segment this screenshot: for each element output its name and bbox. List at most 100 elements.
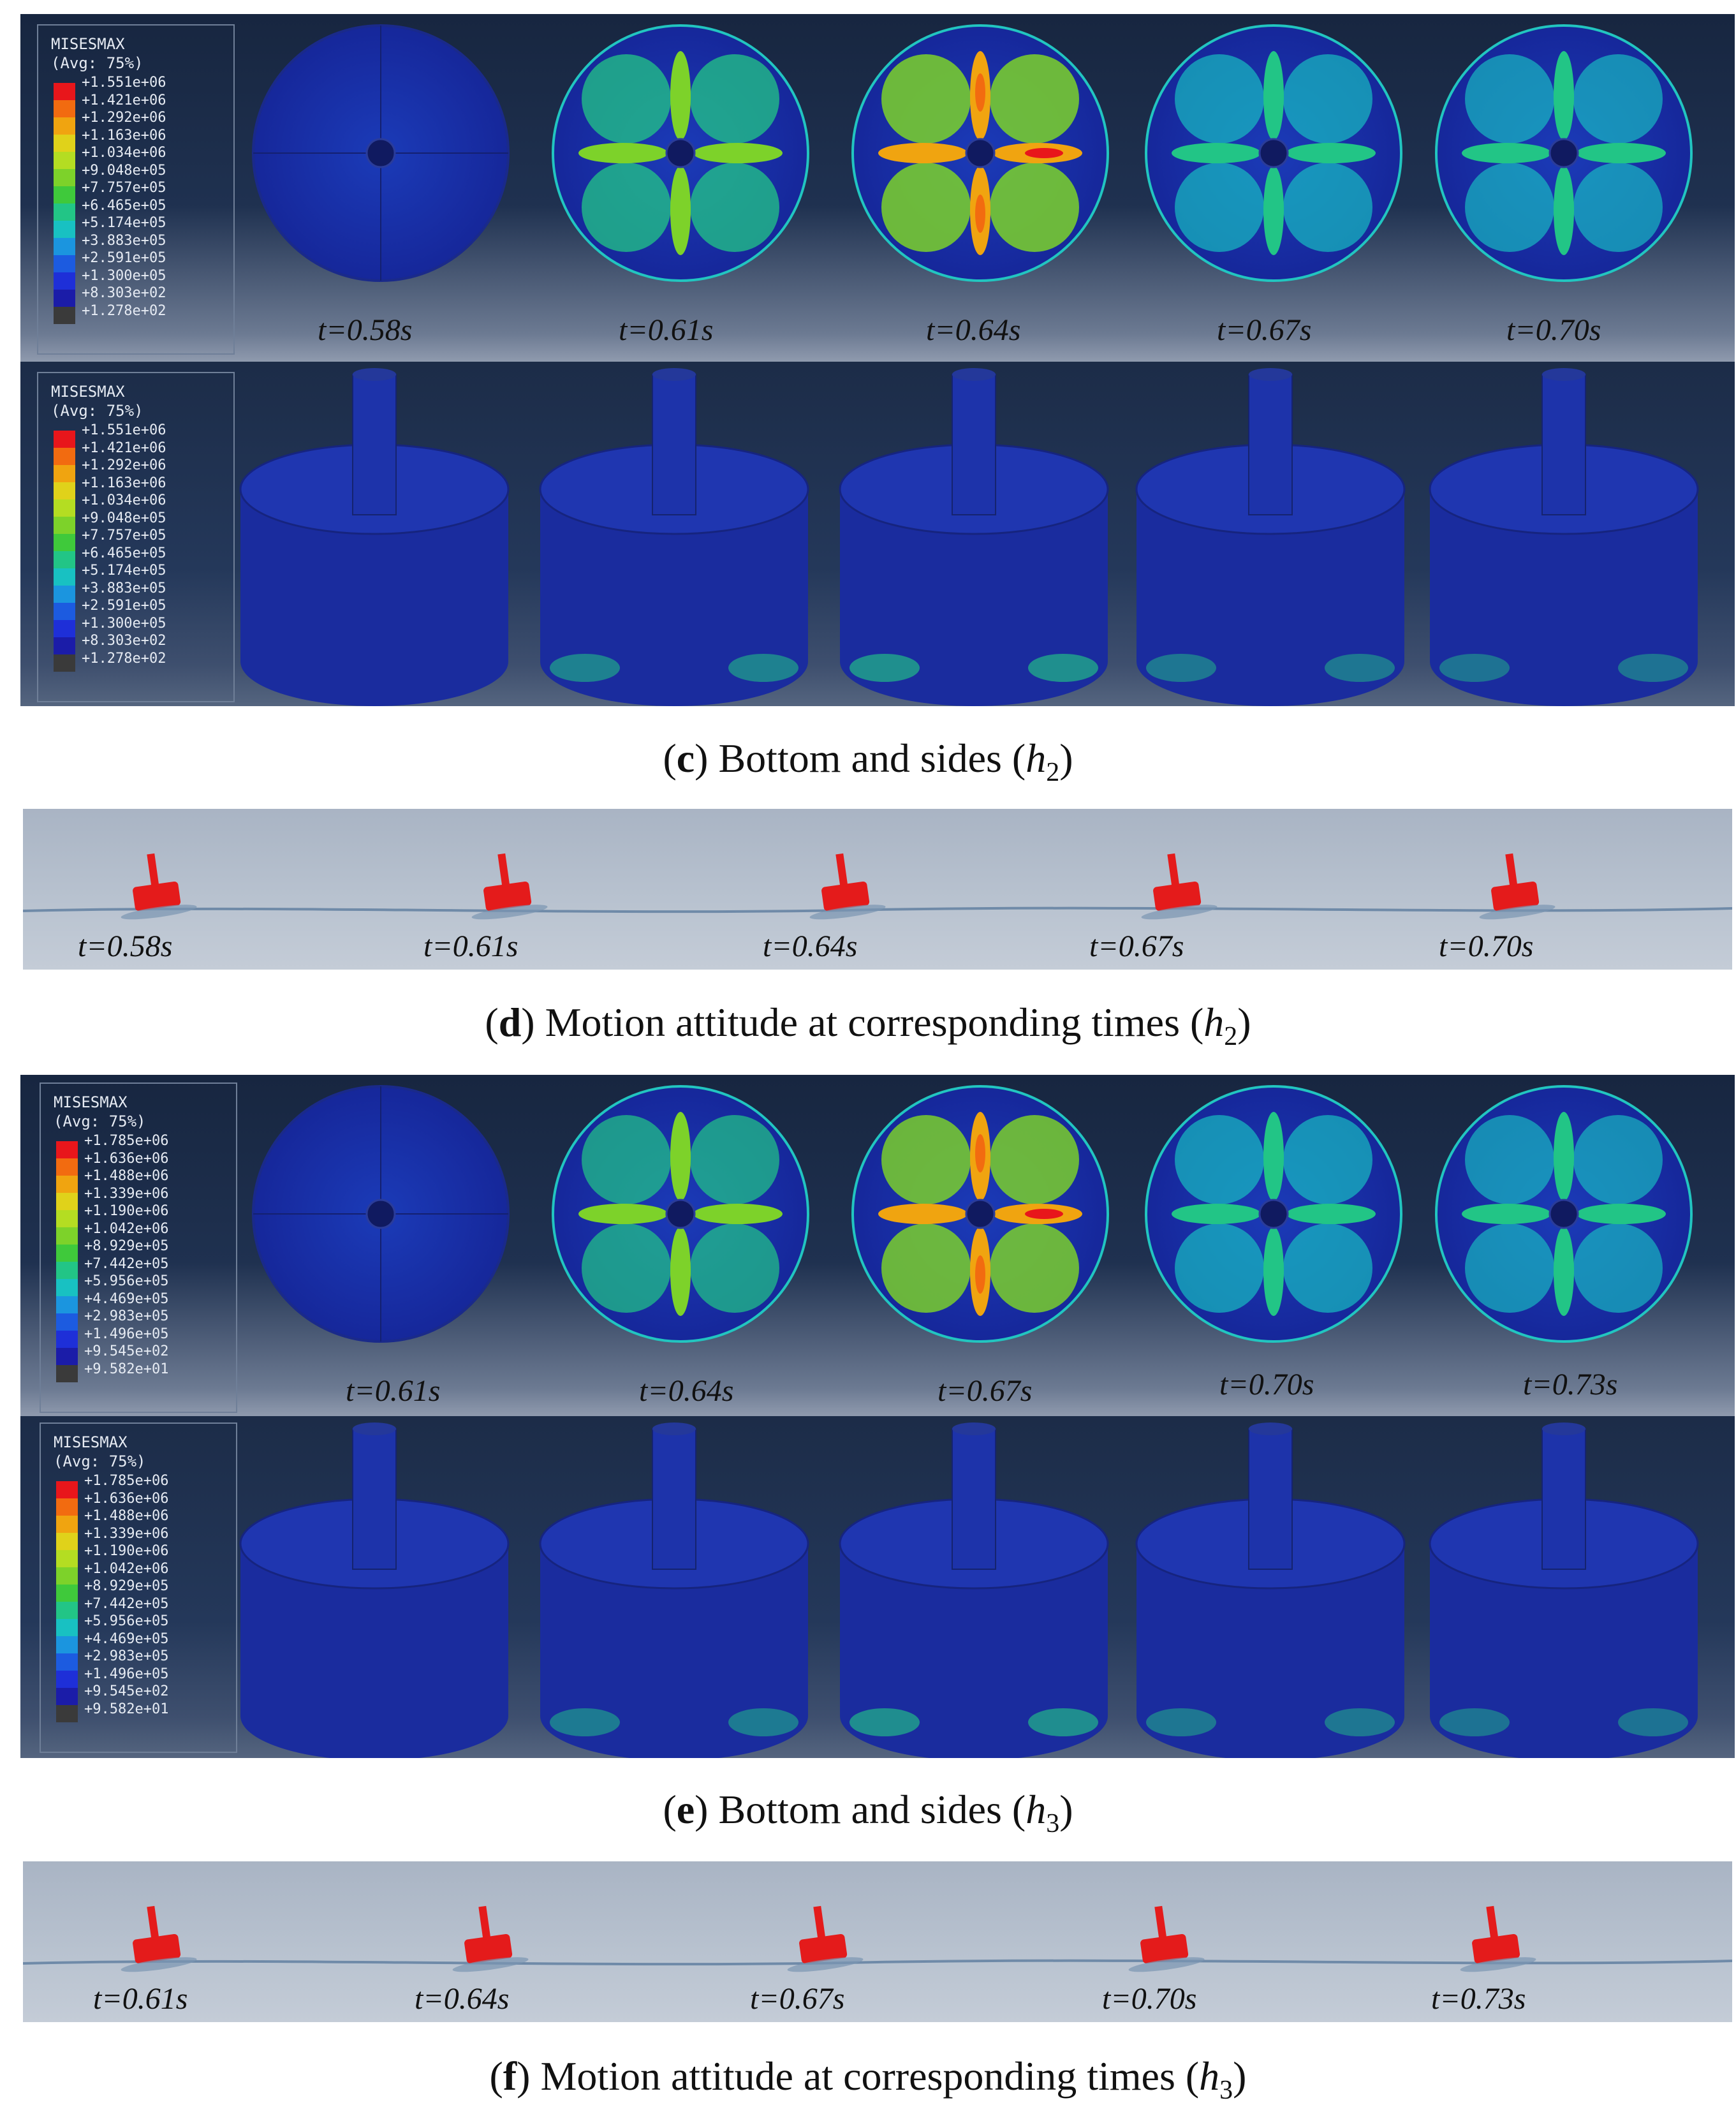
- legend-value: +2.591e+05: [82, 250, 166, 266]
- legend-swatch: [56, 1313, 78, 1331]
- legend-subtitle: (Avg: 75%): [54, 1452, 146, 1470]
- legend-labels: +1.785e+06 +1.636e+06 +1.488e+06 +1.339e+06…: [84, 1472, 168, 1718]
- time-label: t=0.67s: [938, 1374, 1033, 1408]
- legend-value: +1.785e+06: [84, 1133, 169, 1149]
- legend-swatch: [56, 1619, 78, 1636]
- legend-value: +7.442e+05: [84, 1595, 169, 1612]
- time-label: t=0.73s: [1523, 1368, 1618, 1401]
- legend-swatch: [54, 482, 75, 499]
- legend-value: +1.488e+06: [84, 1168, 169, 1184]
- legend-value: +1.421e+06: [82, 92, 166, 108]
- legend-swatch: [54, 100, 75, 117]
- legend-swatch: [54, 117, 75, 135]
- legend-swatch: [56, 1227, 78, 1245]
- legend-value: +8.929e+05: [84, 1238, 169, 1254]
- time-label: t=0.70s: [1506, 313, 1601, 347]
- legend-value: +1.034e+06: [82, 492, 166, 508]
- legend-value: +1.636e+06: [84, 1150, 169, 1167]
- legend-value: +1.551e+06: [82, 422, 166, 438]
- buoy-side-view: [839, 368, 1109, 706]
- legend-value: +9.048e+05: [82, 162, 166, 179]
- buoy-icon: [1128, 1905, 1205, 1972]
- legend-color-scale: [54, 83, 75, 324]
- legend-labels: +1.785e+06 +1.636e+06 +1.488e+06 +1.339e+06…: [84, 1132, 168, 1378]
- legend-swatch: [54, 637, 75, 654]
- legend-value: +8.303e+02: [82, 285, 166, 301]
- legend-value: +1.163e+06: [82, 127, 166, 144]
- panel-e-side-view: MISESMAX (Avg: 75%) +1.785e+06 +1.636e+06…: [20, 1416, 1735, 1758]
- caption-e: (e) Bottom and sides (h3): [663, 1787, 1073, 1838]
- panel-c-bottom-view: MISESMAX (Avg: 75%) +1.551e+06 +1.421e+06…: [20, 14, 1735, 362]
- legend-value: +1.496e+05: [84, 1666, 169, 1682]
- legend-title: MISESMAX: [51, 383, 125, 401]
- legend-swatch: [54, 499, 75, 517]
- legend-value: +1.163e+06: [82, 475, 166, 491]
- buoy-side-view: [539, 368, 809, 706]
- caption-c: (c) Bottom and sides (h2): [663, 735, 1073, 787]
- buoy-icon: [809, 853, 886, 920]
- buoy-icon: [471, 853, 548, 920]
- stress-legend-h3-side: MISESMAX (Avg: 75%) +1.785e+06 +1.636e+06…: [40, 1422, 237, 1753]
- legend-value: +4.469e+05: [84, 1630, 169, 1647]
- legend-value: +1.300e+05: [82, 267, 166, 284]
- legend-swatch: [54, 654, 75, 672]
- legend-color-scale: [54, 431, 75, 672]
- time-label: t=0.64s: [763, 929, 858, 963]
- legend-swatch: [56, 1636, 78, 1653]
- legend-swatch: [56, 1550, 78, 1567]
- legend-value: +1.496e+05: [84, 1326, 169, 1342]
- legend-swatch: [54, 186, 75, 203]
- time-label: t=0.67s: [1089, 929, 1184, 963]
- legend-swatch: [54, 603, 75, 620]
- legend-title: MISESMAX: [54, 1093, 128, 1111]
- buoy-side-view: [539, 1422, 809, 1758]
- legend-swatch: [56, 1210, 78, 1227]
- legend-title: MISESMAX: [54, 1433, 128, 1451]
- legend-swatch: [56, 1533, 78, 1550]
- time-label: t=0.70s: [1102, 1982, 1197, 2016]
- legend-swatch: [54, 203, 75, 221]
- buoy-icon: [1141, 853, 1217, 920]
- legend-swatch: [56, 1193, 78, 1210]
- legend-value: +5.174e+05: [82, 215, 166, 231]
- bottom-view-disk: [851, 24, 1109, 282]
- legend-value: +9.545e+02: [84, 1343, 169, 1359]
- motion-row-h2: [23, 853, 1732, 920]
- bottom-view-disk: [1145, 1085, 1402, 1343]
- legend-value: +6.465e+05: [82, 545, 166, 561]
- time-label: t=0.67s: [750, 1982, 845, 2016]
- bottom-view-disk: [851, 1085, 1109, 1343]
- bottom-view-disk: [1435, 1085, 1693, 1343]
- time-label: t=0.61s: [346, 1374, 441, 1408]
- legend-subtitle: (Avg: 75%): [51, 54, 143, 72]
- legend-swatch: [54, 307, 75, 324]
- legend-swatch: [54, 169, 75, 186]
- water-surface: [23, 1959, 1732, 1966]
- time-label: t=0.64s: [926, 313, 1021, 347]
- legend-swatch: [56, 1481, 78, 1498]
- legend-value: +5.956e+05: [84, 1613, 169, 1629]
- legend-value: +1.785e+06: [84, 1473, 169, 1489]
- legend-swatch: [54, 465, 75, 482]
- side-view-row-h2: [239, 368, 1699, 706]
- legend-swatch: [56, 1688, 78, 1705]
- legend-swatch: [56, 1585, 78, 1602]
- legend-value: +7.442e+05: [84, 1255, 169, 1272]
- legend-swatch: [54, 255, 75, 272]
- legend-swatch: [54, 135, 75, 152]
- buoy-side-view: [1429, 368, 1699, 706]
- time-label: t=0.64s: [639, 1374, 734, 1408]
- legend-color-scale: [56, 1141, 78, 1382]
- time-label: t=0.58s: [318, 313, 413, 347]
- legend-value: +1.278e+02: [82, 650, 166, 667]
- legend-swatch: [54, 620, 75, 637]
- legend-color-scale: [56, 1481, 78, 1722]
- buoy-side-view: [1429, 1422, 1699, 1758]
- legend-value: +9.582e+01: [84, 1701, 169, 1717]
- legend-swatch: [56, 1176, 78, 1193]
- buoy-side-view: [239, 1422, 510, 1758]
- legend-value: +1.292e+06: [82, 110, 166, 126]
- legend-value: +8.303e+02: [82, 633, 166, 649]
- legend-swatch: [56, 1602, 78, 1619]
- legend-swatch: [54, 448, 75, 465]
